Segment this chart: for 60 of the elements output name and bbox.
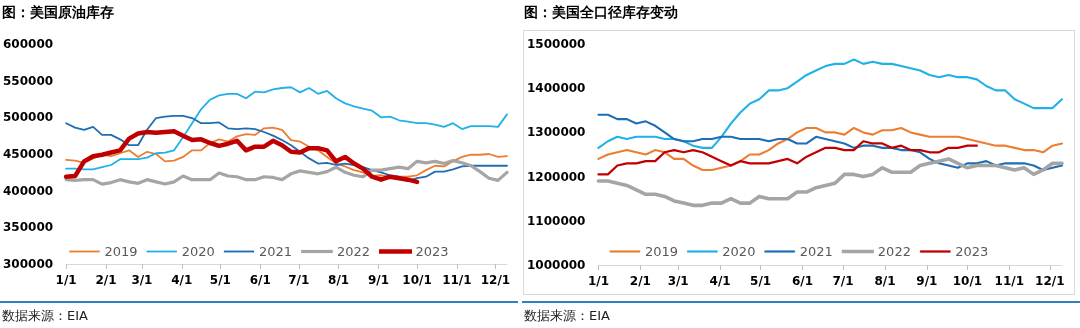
source-note: 数据来源：EIA <box>2 307 88 324</box>
x-tick-label: 4/1 <box>709 274 731 288</box>
x-tick-label: 8/1 <box>874 274 896 288</box>
x-tick-label: 12/1 <box>1035 274 1065 288</box>
y-tick-label: 1100000 <box>526 213 586 228</box>
x-tick-label: 10/1 <box>952 274 983 288</box>
line-series <box>64 159 509 186</box>
line-series <box>597 113 1064 172</box>
source-note: 数据来源：EIA <box>524 307 610 324</box>
legend-label: 2019 <box>104 244 138 259</box>
x-tick-label: 6/1 <box>791 274 814 288</box>
x-tick-label: 8/1 <box>328 273 350 287</box>
line-series <box>65 86 508 171</box>
x-tick-label: 5/1 <box>209 273 231 287</box>
x-tick-label: 5/1 <box>750 274 772 288</box>
legend-label: 2023 <box>415 244 449 259</box>
chart-title: 图：美国原油库存 <box>2 3 114 21</box>
line-series <box>597 58 1064 149</box>
y-tick-label: 1300000 <box>526 125 586 140</box>
y-tick-label: 500000 <box>2 110 54 125</box>
legend-label: 2019 <box>644 244 679 259</box>
y-tick-label: 1200000 <box>526 169 586 184</box>
legend-label: 2022 <box>877 244 911 259</box>
legend-label: 2021 <box>799 244 833 259</box>
x-tick-label: 1/1 <box>55 273 77 287</box>
legend-label: 2020 <box>722 244 756 259</box>
x-tick-label: 9/1 <box>367 273 389 287</box>
chart-title: 图：美国全口径库存变动 <box>524 3 678 21</box>
x-tick-label: 2/1 <box>629 274 651 288</box>
x-tick-label: 4/1 <box>171 273 193 287</box>
x-tick-label: 10/1 <box>402 273 432 287</box>
y-tick-label: 550000 <box>2 73 54 88</box>
x-tick-label: 1/1 <box>587 274 609 288</box>
y-tick-label: 1400000 <box>526 81 586 96</box>
legend-label: 2020 <box>181 244 215 259</box>
x-tick-label: 9/1 <box>916 274 938 288</box>
x-tick-label: 2/1 <box>95 273 117 287</box>
line-series <box>597 126 1064 172</box>
y-tick-label: 600000 <box>2 37 54 51</box>
x-tick-label: 7/1 <box>288 273 310 287</box>
line-series <box>597 140 978 176</box>
y-tick-label: 350000 <box>2 220 54 235</box>
x-tick-label: 12/1 <box>480 273 511 287</box>
line-series <box>596 157 1064 208</box>
x-tick-label: 11/1 <box>994 274 1025 288</box>
y-tick-label: 1500000 <box>526 37 586 51</box>
y-tick-label: 400000 <box>2 183 54 198</box>
legend-label: 2023 <box>955 244 989 259</box>
x-tick-label: 11/1 <box>442 273 472 287</box>
y-tick-label: 300000 <box>2 257 54 271</box>
y-tick-label: 450000 <box>2 147 54 161</box>
legend-label: 2021 <box>259 244 293 259</box>
x-tick-label: 7/1 <box>832 274 854 288</box>
x-tick-label: 3/1 <box>131 273 153 287</box>
x-tick-label: 6/1 <box>249 273 271 287</box>
legend-label: 2022 <box>336 244 371 259</box>
x-tick-label: 3/1 <box>667 274 689 288</box>
y-tick-label: 1000000 <box>526 258 586 272</box>
line-series <box>63 129 420 185</box>
line-series <box>65 126 508 178</box>
